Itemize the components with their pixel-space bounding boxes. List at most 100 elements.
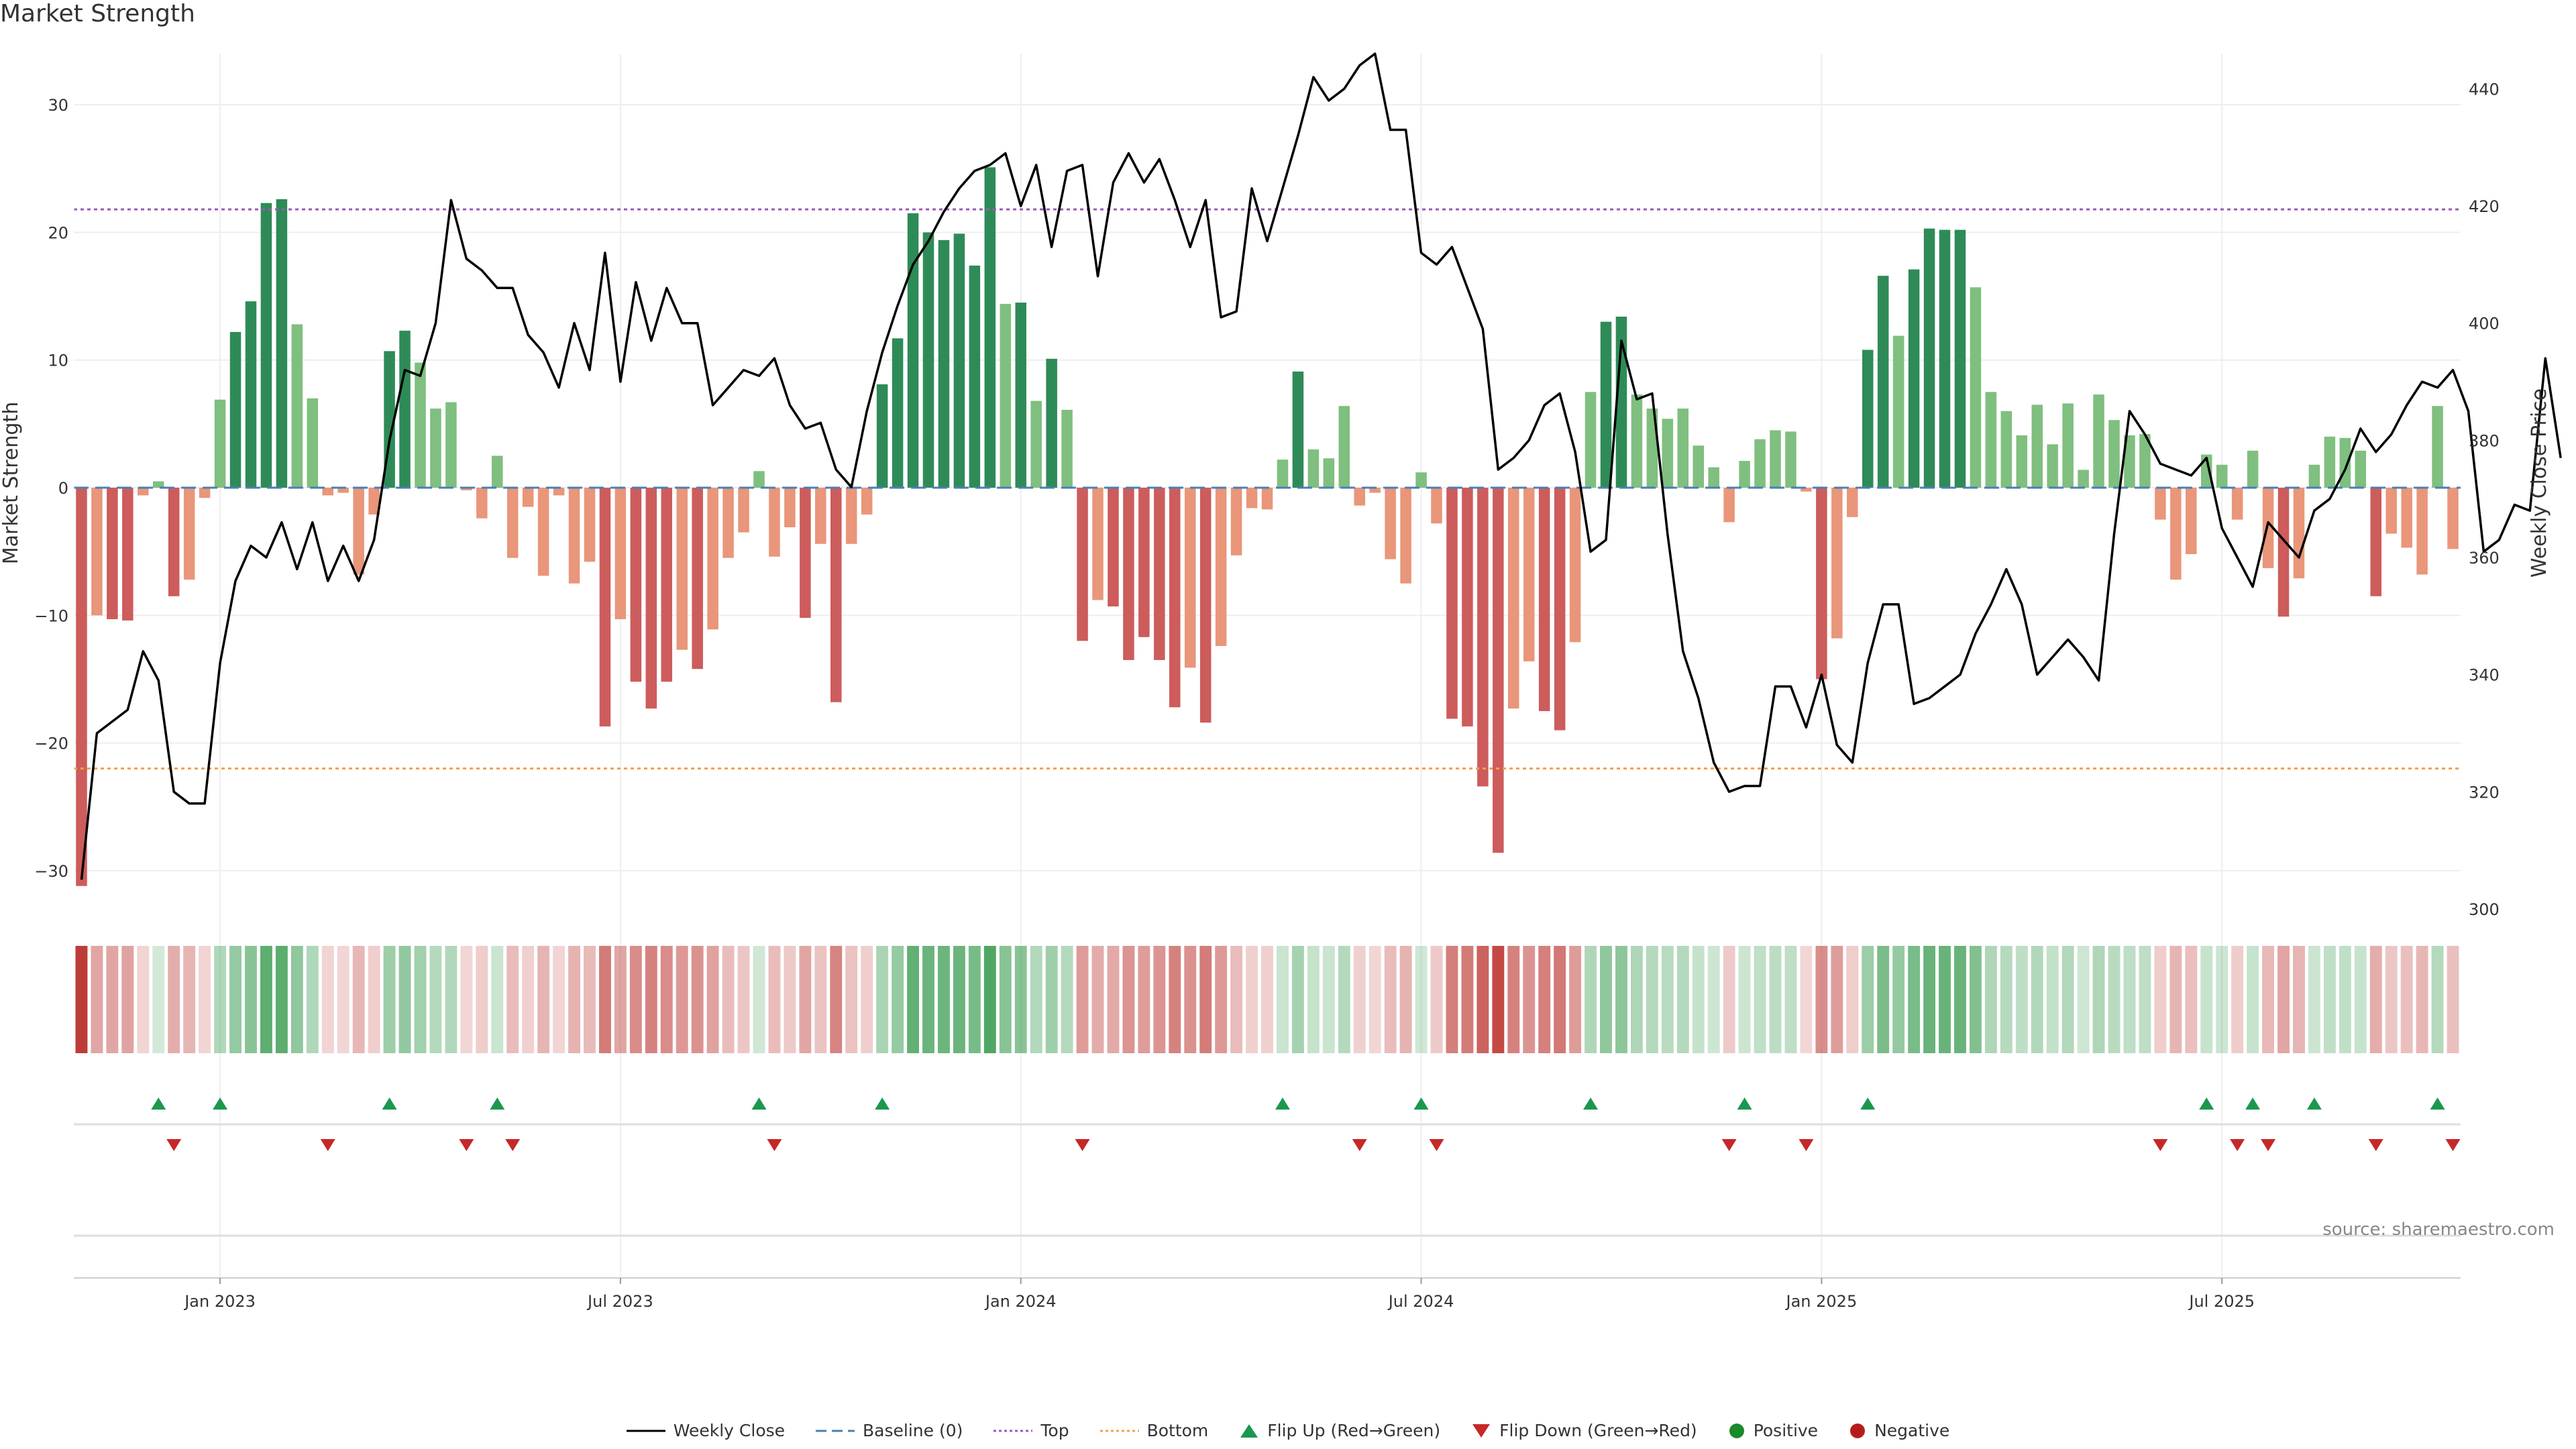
heat-cell [2400, 946, 2413, 1053]
strength-bar [800, 488, 811, 619]
x-tick-label: Jan 2024 [984, 1292, 1057, 1311]
strength-bar [2216, 464, 2228, 488]
legend-label: Weekly Close [673, 1421, 786, 1440]
market-strength-chart: 30 20 10 0 −10 −20 −30 440 420 400 380 360 340 320 30… [0, 52, 2562, 1311]
triangle-down-icon [1472, 1424, 1491, 1438]
strength-bar [1385, 488, 1396, 559]
heat-cell [1585, 946, 1597, 1053]
flip-down-marker [1429, 1139, 1444, 1151]
strength-bar [2047, 444, 2058, 488]
heat-cell [2200, 946, 2213, 1053]
strength-bar [1985, 392, 1997, 488]
heat-cell [1322, 946, 1335, 1053]
legend-item-baseline: Baseline (0) [816, 1421, 963, 1440]
heat-cell [892, 946, 904, 1053]
heat-cell [691, 946, 704, 1053]
strength-bar [1462, 488, 1473, 727]
strength-bar [1708, 467, 1719, 488]
heat-cell [2077, 946, 2090, 1053]
heat-cell [1076, 946, 1089, 1053]
heat-cell [1230, 946, 1243, 1053]
heat-cell [2247, 946, 2259, 1053]
strength-bar [1631, 394, 1643, 488]
strength-bar [2078, 470, 2089, 488]
strength-bar [2277, 488, 2290, 617]
strength-bar [1061, 409, 1073, 488]
strength-bar [1538, 488, 1550, 712]
strength-bar [784, 488, 796, 528]
heat-cell [1091, 946, 1104, 1053]
heat-cell [275, 946, 288, 1053]
heat-cell [214, 946, 227, 1053]
heat-cell [1184, 946, 1197, 1053]
y-tick-label: 30 [48, 96, 68, 115]
strength-bar [2031, 405, 2043, 488]
heat-cell [1661, 946, 1674, 1053]
y2-tick-label: 360 [2469, 549, 2500, 568]
strength-bar [1908, 269, 1920, 488]
strength-bar [1354, 488, 1365, 506]
heat-cell [1723, 946, 1735, 1053]
heat-cell [1492, 946, 1505, 1053]
strength-bar [661, 488, 673, 682]
heat-cell [1984, 946, 1997, 1053]
weekly-close-line [80, 52, 2562, 880]
strength-bar [876, 384, 888, 488]
strength-bar [1754, 439, 1766, 488]
heat-cell [2447, 946, 2459, 1053]
heat-cell [553, 946, 566, 1053]
heat-cell [2185, 946, 2198, 1053]
heat-cell [337, 946, 350, 1053]
heat-cell [1600, 946, 1612, 1053]
strength-bar [537, 488, 549, 576]
strength-bar [1739, 461, 1750, 488]
flip-down-marker [2230, 1139, 2245, 1151]
y2-tick-label: 340 [2469, 666, 2500, 685]
strength-bar [599, 488, 611, 727]
y-tick-label: −20 [34, 735, 68, 753]
x-tick-label: Jul 2023 [586, 1292, 653, 1311]
strength-bar [2000, 411, 2012, 488]
strength-bar [553, 488, 565, 496]
strength-bar [1108, 488, 1119, 606]
heat-cell [2323, 946, 2336, 1053]
heat-cell [907, 946, 919, 1053]
strength-bar [1970, 287, 1982, 488]
heat-cell [306, 946, 319, 1053]
flip-markers [74, 1097, 2461, 1237]
flip-up-marker [1275, 1097, 1290, 1110]
heat-cell [1430, 946, 1443, 1053]
flip-up-marker [751, 1097, 767, 1110]
heat-cell [1892, 946, 1905, 1053]
strength-bar [2308, 464, 2320, 488]
heat-cell [429, 946, 442, 1053]
heat-cell [2369, 946, 2382, 1053]
heat-cell [784, 946, 796, 1053]
y2-tick-label: 300 [2469, 900, 2500, 919]
flip-down-marker [320, 1139, 335, 1151]
heat-cell [1307, 946, 1320, 1053]
strength-bar [2293, 488, 2305, 579]
heat-cell [91, 946, 103, 1053]
strength-bar [1600, 321, 1612, 488]
legend-label: Flip Down (Green→Red) [1499, 1421, 1697, 1440]
strength-bar [2247, 450, 2259, 488]
flip-up-marker [1737, 1097, 1752, 1110]
heat-cell [2339, 946, 2351, 1053]
strength-bar [1323, 458, 1335, 488]
baseline-swatch-icon [816, 1430, 855, 1432]
heat-cell [152, 946, 165, 1053]
legend-label: Baseline (0) [863, 1421, 963, 1440]
strength-bar [830, 488, 842, 702]
heat-cell [1461, 946, 1474, 1053]
heat-cell [2061, 946, 2074, 1053]
strength-bar [2108, 420, 2120, 488]
strength-bar [2355, 450, 2367, 488]
strength-bar [337, 488, 349, 493]
strength-bar [707, 488, 718, 630]
heat-cell [1523, 946, 1536, 1053]
heat-cell [260, 946, 272, 1053]
strength-bar [1000, 303, 1012, 488]
red-dot-icon [1850, 1423, 1866, 1438]
heat-cell [937, 946, 950, 1053]
